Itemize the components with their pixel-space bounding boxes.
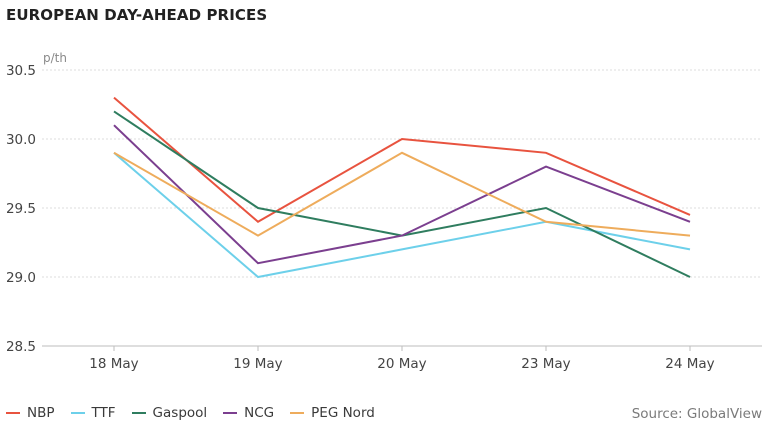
y-tick-label: 30.5 bbox=[6, 63, 36, 79]
legend-label: PEG Nord bbox=[311, 405, 375, 421]
x-axis-ticks: 18 May 19 May 20 May 23 May 24 May bbox=[89, 346, 715, 372]
legend-swatch bbox=[6, 412, 20, 414]
legend-item-gaspool: Gaspool bbox=[131, 405, 208, 421]
y-axis-ticks: 28.5 29.0 29.5 30.0 30.5 bbox=[6, 63, 36, 355]
y-tick-label: 29.0 bbox=[6, 270, 36, 286]
legend-label: TTF bbox=[91, 405, 116, 421]
line-chart: 28.5 29.0 29.5 30.0 30.5 p/th 18 May 19 May 20… bbox=[6, 51, 762, 372]
legend-item-peg-nord: PEG Nord bbox=[290, 405, 375, 421]
series-line-nbp bbox=[113, 96, 691, 224]
legend-swatch bbox=[223, 412, 238, 414]
y-tick-label: 30.0 bbox=[6, 132, 36, 148]
legend: NBP TTF Gaspool NCG PEG Nord bbox=[6, 405, 391, 421]
x-tick-label: 23 May bbox=[521, 356, 570, 372]
chart-title: EUROPEAN DAY-AHEAD PRICES bbox=[6, 6, 268, 24]
legend-swatch bbox=[70, 412, 85, 414]
legend-label: Gaspool bbox=[152, 405, 208, 421]
x-tick-label: 20 May bbox=[377, 356, 426, 372]
source-note: Source: GlobalView bbox=[631, 406, 762, 422]
x-tick-label: 19 May bbox=[233, 356, 282, 372]
legend-item-ttf: TTF bbox=[70, 405, 116, 421]
series-line-gaspool bbox=[113, 110, 691, 278]
legend-label: NCG bbox=[244, 405, 275, 421]
legend-item-nbp: NBP bbox=[6, 405, 55, 421]
legend-label: NBP bbox=[27, 405, 55, 421]
series-line-peg-nord bbox=[113, 151, 691, 237]
x-tick-label: 18 May bbox=[89, 356, 138, 372]
legend-item-ncg: NCG bbox=[223, 405, 274, 421]
series-line-ncg bbox=[113, 124, 691, 265]
y-tick-label: 28.5 bbox=[6, 339, 36, 355]
y-axis-unit-label: p/th bbox=[43, 51, 67, 65]
series-lines bbox=[113, 96, 691, 279]
y-tick-label: 29.5 bbox=[6, 201, 36, 217]
x-tick-label: 24 May bbox=[665, 356, 714, 372]
legend-swatch bbox=[131, 412, 146, 414]
legend-swatch bbox=[290, 412, 305, 414]
